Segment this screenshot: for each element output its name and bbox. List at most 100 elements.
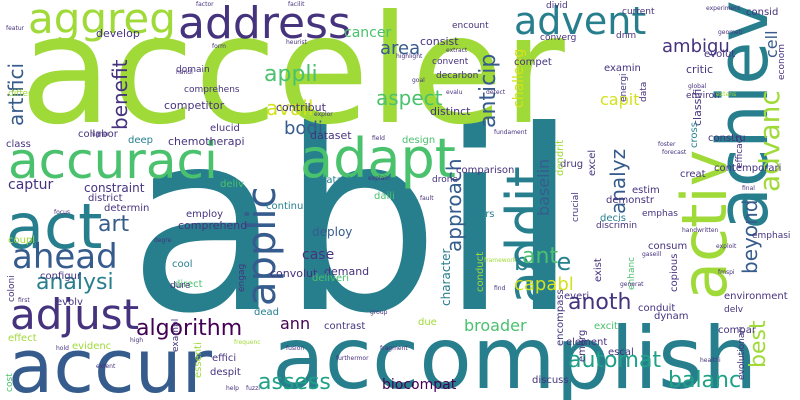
- word-data: environ: [686, 91, 720, 101]
- word-accomplish: accomplish: [272, 309, 758, 400]
- word-fundament: form: [212, 43, 226, 50]
- word-despit: effici: [212, 353, 237, 364]
- word-goal: fmspi: [718, 269, 735, 276]
- word-fault: detect: [486, 89, 506, 96]
- word-essenti: despit: [210, 367, 241, 378]
- word-encount: econom: [777, 44, 787, 80]
- word-domain: delv: [724, 305, 744, 315]
- word-ant: ant: [522, 244, 559, 269]
- word-contrast: evidenc: [72, 341, 112, 352]
- word-discrimin: drone: [432, 175, 458, 185]
- word-dead: cool: [172, 259, 193, 270]
- word-decarbon: comprehens: [184, 85, 240, 95]
- word-balanc: balanc: [668, 368, 742, 393]
- word-compar: collabor: [78, 129, 118, 140]
- word-demonstr: everi: [564, 291, 590, 302]
- word-aspect: aspect: [376, 86, 443, 110]
- word-due: divers: [464, 209, 495, 220]
- word-framework: frequenc: [234, 339, 261, 346]
- word-copious: creat: [680, 169, 706, 180]
- word-anoth: anoth: [568, 290, 632, 315]
- word-analysi: analysi: [36, 270, 114, 295]
- word-focus: degre: [154, 237, 172, 244]
- word-fmspi: extent: [96, 363, 116, 370]
- word-develop: develop: [96, 27, 140, 40]
- word-converg: convent: [432, 57, 469, 67]
- word-benefit: benefit: [108, 59, 132, 130]
- word-estim: elucid: [210, 123, 240, 134]
- word-deploy: deploy: [312, 225, 353, 239]
- word-chemotherapi: chemotherapi: [168, 135, 245, 148]
- word-deliveri: deliv: [220, 179, 244, 190]
- word-design: daili: [374, 191, 395, 202]
- word-element: dynam: [654, 311, 689, 322]
- word-compet: conduit: [638, 303, 676, 314]
- word-convolut: convolut: [270, 267, 318, 280]
- word-accuraci: accuraci: [8, 132, 218, 190]
- word-divers: decis: [600, 213, 626, 224]
- word-avail: avail: [266, 96, 314, 120]
- word-evolutionari: efficaci: [735, 135, 745, 168]
- word-comprehend: comprehend: [178, 219, 248, 232]
- word-acceler: acceler: [20, 0, 565, 158]
- word-competitor: competitor: [164, 99, 225, 112]
- word-exampl: cost: [5, 373, 15, 392]
- word-capabl: capabl: [514, 274, 574, 295]
- word-exploit: explain: [368, 175, 390, 182]
- word-efficaci: energi: [619, 73, 629, 102]
- word-assess: assess: [258, 370, 331, 395]
- word-fuzzi: fusion: [286, 345, 305, 352]
- word-foster: forecast: [662, 149, 687, 156]
- word-adapt: adapt: [300, 127, 456, 190]
- word-heurist: handwritten: [682, 227, 719, 234]
- word-global: goal: [412, 77, 425, 84]
- word-engag: exampl: [171, 318, 181, 352]
- word-distinct: distinct: [430, 105, 471, 118]
- word-energi: data: [639, 81, 649, 102]
- word-discuss: exist: [593, 258, 604, 282]
- word-creat: demonstr: [606, 195, 654, 206]
- word-divid: dnm: [616, 31, 637, 41]
- word-generat: group: [370, 309, 388, 316]
- word-healthi: help: [226, 385, 239, 392]
- word-decis: deep: [128, 135, 153, 146]
- word-first: focus: [54, 209, 71, 216]
- word-captur: captur: [8, 177, 54, 193]
- word-encompass: element: [566, 337, 608, 348]
- word-evidenc: essenti: [193, 342, 204, 378]
- word-advanc: advanc: [753, 90, 786, 192]
- word-cross: dendrit: [555, 140, 566, 176]
- word-final: field: [372, 135, 385, 142]
- word-determin: district: [88, 193, 123, 204]
- word-abil: abil: [128, 77, 579, 368]
- word-handwritten: handl: [176, 69, 193, 76]
- word-continu: datastream: [320, 175, 378, 186]
- word-collabor: evolut: [704, 49, 736, 60]
- word-coupl: determin: [104, 203, 150, 214]
- word-demand: demand: [324, 265, 370, 278]
- word-configur: contrast: [324, 321, 366, 332]
- word-district: coloni: [7, 275, 17, 302]
- word-coloni: configur: [40, 271, 82, 282]
- word-cost: effect: [8, 333, 37, 344]
- word-broader: broader: [464, 316, 527, 335]
- word-higher: highlight: [396, 53, 423, 60]
- word-handl: framework: [484, 257, 517, 264]
- word-expert: fault: [420, 195, 434, 202]
- word-furthermor: fundament: [494, 129, 527, 136]
- word-drone: crucial: [571, 192, 581, 222]
- word-explain: extract: [446, 47, 468, 54]
- word-elucid: employ: [186, 209, 224, 220]
- word-adjust: adjust: [10, 290, 140, 339]
- word-emphasi: evolutionari: [737, 326, 747, 380]
- word-employ: direct: [174, 279, 203, 290]
- word-daili: due: [418, 317, 437, 328]
- word-accur: accur: [8, 324, 213, 400]
- word-advent: advent: [514, 0, 647, 43]
- word-find: first: [18, 297, 30, 304]
- word-delv: emphas: [642, 209, 678, 219]
- word-emerg: escal: [608, 347, 634, 358]
- word-fusion: geometr: [718, 29, 744, 36]
- word-gaseill: generat: [620, 281, 644, 288]
- word-cool: continu: [266, 201, 304, 212]
